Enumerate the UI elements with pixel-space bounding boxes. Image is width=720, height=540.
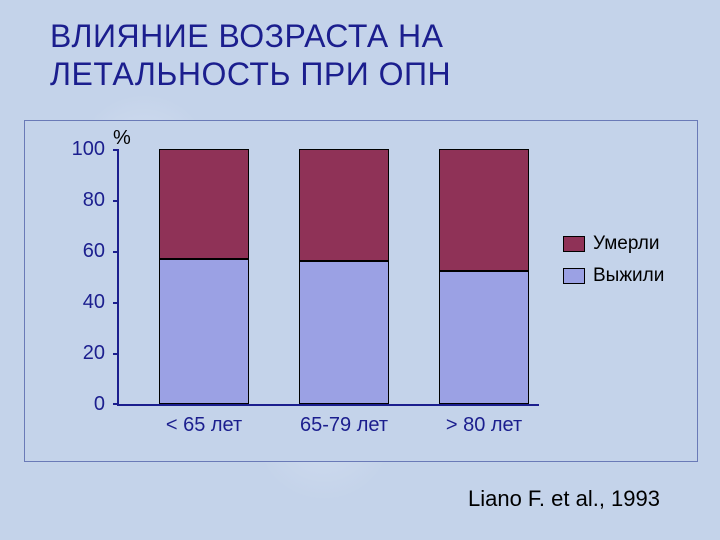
tick-mark — [113, 251, 119, 253]
tick-mark — [113, 200, 119, 202]
bar-survived — [299, 261, 389, 404]
bar-group-lt65 — [159, 149, 249, 404]
citation-text: Liano F. et al., 1993 — [468, 486, 660, 512]
legend-swatch — [563, 268, 585, 284]
y-tick-40: 40 — [55, 291, 105, 314]
y-tick-0: 0 — [55, 393, 105, 416]
slide: ВЛИЯНИЕ ВОЗРАСТА НА ЛЕТАЛЬНОСТЬ ПРИ ОПН … — [0, 0, 720, 540]
bar-died — [299, 149, 389, 261]
x-label-0: < 65 лет — [129, 414, 279, 437]
plot-region — [117, 149, 539, 406]
bar-survived — [159, 259, 249, 404]
tick-mark — [113, 302, 119, 304]
slide-title: ВЛИЯНИЕ ВОЗРАСТА НА ЛЕТАЛЬНОСТЬ ПРИ ОПН — [50, 18, 670, 94]
y-tick-20: 20 — [55, 342, 105, 365]
legend-label: Умерли — [593, 233, 659, 255]
y-tick-100: 100 — [55, 138, 105, 161]
bar-group-65-79 — [299, 149, 389, 404]
bar-group-gt80 — [439, 149, 529, 404]
tick-mark — [113, 149, 119, 151]
legend-item-survived: Выжили — [563, 265, 683, 287]
tick-mark — [113, 403, 119, 405]
y-axis-unit: % — [113, 127, 131, 150]
x-label-1: 65-79 лет — [269, 414, 419, 437]
chart-area: % 0 20 40 60 80 100 — [24, 120, 698, 462]
legend-label: Выжили — [593, 265, 664, 287]
bar-died — [159, 149, 249, 259]
bar-died — [439, 149, 529, 271]
tick-mark — [113, 353, 119, 355]
legend-swatch — [563, 236, 585, 252]
legend: Умерли Выжили — [563, 233, 683, 297]
bar-survived — [439, 271, 529, 404]
y-tick-60: 60 — [55, 240, 105, 263]
x-label-2: > 80 лет — [409, 414, 559, 437]
legend-item-died: Умерли — [563, 233, 683, 255]
y-tick-80: 80 — [55, 189, 105, 212]
